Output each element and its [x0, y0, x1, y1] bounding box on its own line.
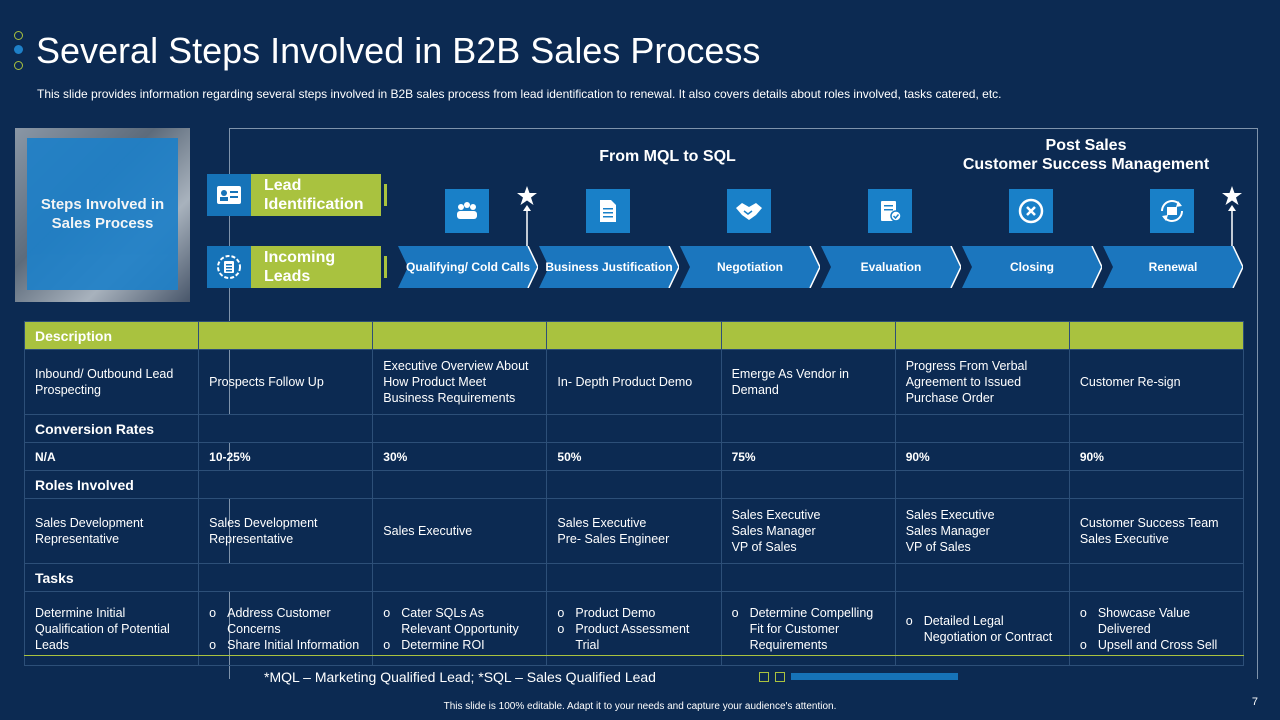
table-cell: Customer Re-sign: [1068, 349, 1245, 415]
sales-image: Steps Involved in Sales Process: [15, 128, 190, 302]
description-header: Description: [23, 321, 200, 350]
table-row: Inbound/ Outbound Lead Prospecting Prosp…: [23, 349, 1245, 415]
process-table: Description Inbound/ Outbound Lead Prosp…: [23, 321, 1245, 666]
table-cell: Emerge As Vendor in Demand: [720, 349, 896, 415]
table-cell: Sales Development Representative: [23, 498, 200, 564]
incoming-leads: Incoming Leads: [251, 246, 387, 288]
table-cell: Showcase Value Delivered Upsell and Cros…: [1068, 591, 1245, 666]
close-circle-icon: [1009, 189, 1053, 233]
section-post-sales: Post Sales: [1045, 137, 1127, 154]
dot-icon: [14, 31, 23, 40]
task-item: Determine Compelling Fit for Customer Re…: [732, 605, 885, 653]
decor-square: [759, 672, 769, 682]
divider: [384, 184, 387, 206]
table-cell: Sales Executive: [372, 498, 548, 564]
table-bottom-line: [24, 655, 1244, 656]
table-cell: Sales Development Representative: [198, 498, 374, 564]
section-customer-success: Customer Success Management: [962, 156, 1210, 173]
step-label: Renewal: [1148, 260, 1198, 274]
table-cell: 50%: [546, 442, 722, 471]
step-business-justification: Business Justification: [539, 246, 679, 288]
task-item: Product Demo: [557, 605, 710, 621]
table-cell: Customer Success Team Sales Executive: [1068, 498, 1245, 564]
task-item: Detailed Legal Negotiation or Contract: [906, 613, 1059, 645]
step-renewal: Renewal: [1103, 246, 1243, 288]
footer-note: This slide is 100% editable. Adapt it to…: [443, 701, 837, 712]
task-item: Showcase Value Delivered: [1080, 605, 1233, 637]
table-row: N/A 10-25% 30% 50% 75% 90% 90%: [23, 442, 1245, 471]
table-cell: 75%: [720, 442, 896, 471]
table-cell: 90%: [894, 442, 1070, 471]
table-row: Sales Development Representative Sales D…: [23, 498, 1245, 564]
step-label: Qualifying/ Cold Calls: [405, 260, 530, 274]
page-subtitle: This slide provides information regardin…: [37, 87, 1002, 101]
handshake-icon: [727, 189, 771, 233]
task-item: Share Initial Information: [209, 637, 362, 653]
step-negotiation: Negotiation: [680, 246, 820, 288]
task-item: Upsell and Cross Sell: [1080, 637, 1233, 653]
page-number: 7: [1251, 696, 1258, 708]
dot-icon: [14, 61, 23, 70]
table-cell: Determine Compelling Fit for Customer Re…: [720, 591, 896, 666]
section-mql-to-sql: From MQL to SQL: [599, 148, 736, 165]
step-qualifying: Qualifying/ Cold Calls: [398, 246, 538, 288]
task-item: Determine ROI: [383, 637, 536, 653]
step-label: Closing: [1010, 260, 1054, 274]
checklist-icon: [868, 189, 912, 233]
table-cell: Detailed Legal Negotiation or Contract: [894, 591, 1070, 666]
table-row: Description: [23, 321, 1245, 350]
id-card-icon: [207, 174, 251, 216]
roles-header: Roles Involved: [23, 470, 200, 499]
table-cell: N/A: [23, 442, 200, 471]
image-box-label: Steps Involved in Sales Process: [27, 138, 178, 290]
table-cell: 90%: [1068, 442, 1245, 471]
renew-icon: [1150, 189, 1194, 233]
step-label: Business Justification: [545, 260, 673, 274]
table-cell: Sales Executive Sales Manager VP of Sale…: [894, 498, 1070, 564]
step-label: Evaluation: [860, 260, 922, 274]
conversion-header: Conversion Rates: [23, 414, 200, 443]
table-cell: Progress From Verbal Agreement to Issued…: [894, 349, 1070, 415]
table-row: Tasks: [23, 563, 1245, 592]
lead-identification: Lead Identification: [251, 174, 387, 216]
table-cell: Product Demo Product Assessment Trial: [546, 591, 722, 666]
table-cell: Sales Executive Sales Manager VP of Sale…: [720, 498, 896, 564]
divider: [384, 256, 387, 278]
table-cell: Sales Executive Pre- Sales Engineer: [546, 498, 722, 564]
footnote: *MQL – Marketing Qualified Lead; *SQL – …: [264, 669, 656, 685]
incoming-leads-icon: [207, 246, 251, 288]
team-icon: [445, 189, 489, 233]
incoming-leads-label: Incoming Leads: [264, 249, 336, 285]
table-cell: Cater SQLs As Relevant Opportunity Deter…: [372, 591, 548, 666]
table-cell: Address Customer Concerns Share Initial …: [198, 591, 374, 666]
star-marker-icon: [1221, 185, 1243, 252]
table-cell: Inbound/ Outbound Lead Prospecting: [23, 349, 200, 415]
document-icon: [586, 189, 630, 233]
decor-square: [775, 672, 785, 682]
page-title: Several Steps Involved in B2B Sales Proc…: [36, 30, 761, 71]
decor-bar: [791, 673, 958, 680]
table-cell: 30%: [372, 442, 548, 471]
step-closing: Closing: [962, 246, 1102, 288]
dot-icon: [14, 45, 23, 54]
table-cell: Executive Overview About How Product Mee…: [372, 349, 548, 415]
star-marker-icon: [516, 185, 538, 252]
table-cell: Prospects Follow Up: [198, 349, 374, 415]
lead-identification-label: Lead Identification: [264, 177, 364, 213]
task-item: Product Assessment Trial: [557, 621, 710, 653]
table-row: Conversion Rates: [23, 414, 1245, 443]
table-row: Roles Involved: [23, 470, 1245, 499]
table-row: Determine Initial Qualification of Poten…: [23, 591, 1245, 666]
step-label: Negotiation: [717, 260, 783, 274]
tasks-header: Tasks: [23, 563, 200, 592]
step-evaluation: Evaluation: [821, 246, 961, 288]
task-item: Address Customer Concerns: [209, 605, 362, 637]
table-cell: 10-25%: [198, 442, 374, 471]
table-cell: In- Depth Product Demo: [546, 349, 722, 415]
task-item: Cater SQLs As Relevant Opportunity: [383, 605, 536, 637]
